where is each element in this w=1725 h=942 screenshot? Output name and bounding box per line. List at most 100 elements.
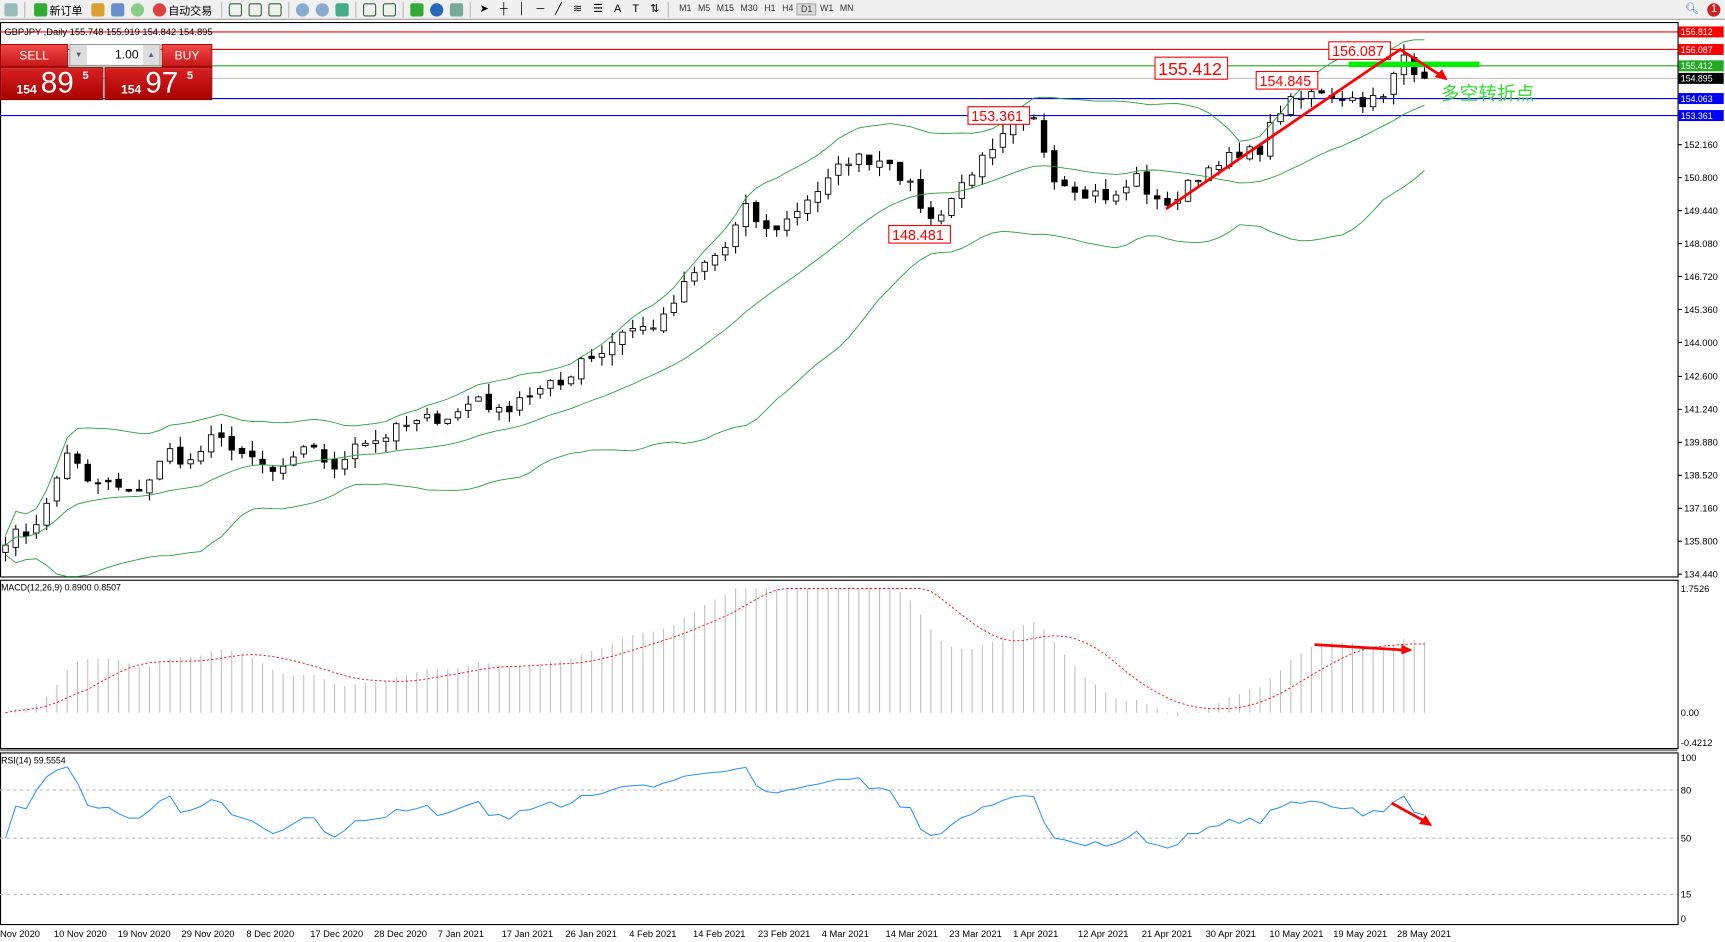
timeframe-w1[interactable]: W1 <box>820 3 834 14</box>
macd-panel[interactable] <box>0 579 1679 750</box>
channel-icon[interactable]: ≋ <box>572 3 583 16</box>
date-tick-label: 30 Apr 2021 <box>1206 929 1256 939</box>
candles <box>2 44 1428 562</box>
price-fraction: 5 <box>82 70 89 83</box>
timeframe-mn[interactable]: MN <box>839 3 854 14</box>
templates-icon[interactable] <box>449 2 464 16</box>
timeframe-m1[interactable]: M1 <box>679 3 692 14</box>
rsi-arrow[interactable] <box>1390 801 1427 823</box>
candlestick-icon[interactable] <box>248 2 262 16</box>
bar-chart-icon[interactable] <box>228 2 242 16</box>
candle-bull <box>146 479 153 494</box>
timeframe-m30[interactable]: M30 <box>740 3 758 14</box>
rsi-line <box>5 766 1425 849</box>
auto-scroll-icon[interactable] <box>363 2 377 16</box>
price-level-label: 155.412 <box>1681 61 1713 71</box>
main-chart-panel[interactable] <box>0 22 1679 578</box>
cursor-icon[interactable]: ➤ <box>479 3 489 16</box>
candle-bear <box>866 154 873 166</box>
date-tick-label: 23 Mar 2021 <box>949 929 1001 939</box>
candle-bull <box>999 133 1007 148</box>
date-tick-label: 28 May 2021 <box>1397 929 1451 939</box>
auto-trading-button[interactable]: 自动交易 <box>151 1 215 19</box>
text-label-icon[interactable]: T <box>632 3 640 16</box>
lot-size-input[interactable]: 1.00 <box>115 48 139 62</box>
price-level-label: 156.812 <box>1681 27 1713 37</box>
candle-bull <box>567 376 575 385</box>
increase-lot-button[interactable]: ▲ <box>143 45 160 65</box>
candle-bull <box>1369 95 1377 108</box>
zoom-chart-icon[interactable] <box>4 2 18 16</box>
crosshair-icon[interactable]: ┼ <box>499 3 508 16</box>
new-order-button[interactable]: 新订单 <box>32 1 85 19</box>
macd-label: MACD(12,26,9) 0.8900 0.8507 <box>1 583 121 593</box>
indicators-icon[interactable] <box>410 2 424 16</box>
price-annotation-box[interactable] <box>1154 56 1229 80</box>
price-pips: 97 <box>145 66 179 99</box>
candle-bear <box>1339 98 1346 101</box>
price-pips: 89 <box>40 66 74 99</box>
candle-bull <box>814 191 822 203</box>
zoom-in-icon[interactable] <box>295 2 310 16</box>
date-tick-label: 14 Mar 2021 <box>886 929 938 939</box>
candle-bull <box>691 272 698 282</box>
price-annotation-box[interactable] <box>1328 41 1391 60</box>
buy-button[interactable]: BUY <box>161 44 213 68</box>
chart-shift-icon[interactable] <box>382 2 396 16</box>
rsi-tick-label: 80 <box>1681 785 1691 795</box>
candle-bull <box>537 388 544 395</box>
timeframe-d1[interactable]: D1 <box>796 3 817 16</box>
sell-price[interactable]: 154 89 5 <box>0 66 104 101</box>
line-chart-icon[interactable] <box>268 2 282 16</box>
price-fraction: 5 <box>187 70 194 83</box>
candle-bull <box>53 477 61 502</box>
date-tick-label: 19 Nov 2020 <box>118 929 171 939</box>
candle-bull <box>948 198 955 216</box>
candle-bull <box>824 177 832 195</box>
arrows-icon[interactable]: ⇅ <box>650 3 660 16</box>
bollinger-middle <box>5 104 1425 546</box>
macd-arrow[interactable] <box>1314 643 1406 652</box>
search-icon[interactable]: 🔍︎ <box>1684 3 1699 16</box>
trend-arrow[interactable] <box>1165 47 1444 211</box>
candle-bull <box>835 163 842 176</box>
decrease-lot-button[interactable]: ▼ <box>70 45 87 65</box>
timeframe-m15[interactable]: M15 <box>716 3 734 14</box>
timeframe-m5[interactable]: M5 <box>697 3 711 14</box>
lot-size-stepper[interactable]: ▼ 1.00 ▲ <box>69 44 161 66</box>
candle-bull <box>732 224 739 248</box>
candle-bear <box>886 159 893 165</box>
price-annotation-box[interactable] <box>1255 70 1319 90</box>
bollinger-lower <box>5 170 1425 577</box>
candle-bull <box>876 160 883 168</box>
fibonacci-icon[interactable]: ☰ <box>593 3 604 16</box>
timeframe-h1[interactable]: H1 <box>764 3 776 14</box>
candle-bear <box>177 446 184 465</box>
trendline-icon[interactable]: ╱ <box>555 3 562 16</box>
vertical-line-icon[interactable]: │ <box>518 3 526 16</box>
timeframe-h4[interactable]: H4 <box>782 3 794 14</box>
zoom-out-icon[interactable] <box>315 2 329 16</box>
periods-icon[interactable] <box>430 2 444 16</box>
sell-button[interactable]: SELL <box>0 44 69 68</box>
candle-bull <box>12 528 19 548</box>
market-watch-icon[interactable] <box>91 2 105 16</box>
candle-bear <box>1421 71 1428 79</box>
notifications-badge[interactable]: 1 <box>1707 2 1721 16</box>
buy-price[interactable]: 154 97 5 <box>104 66 213 101</box>
resistance-zone[interactable] <box>1348 61 1480 68</box>
macd-tick-label: 1.7526 <box>1681 584 1710 594</box>
horizontal-line-icon[interactable]: ─ <box>536 3 545 16</box>
price-annotation-box[interactable] <box>888 224 951 244</box>
navigator-icon[interactable] <box>111 2 125 16</box>
date-tick-label: 14 Feb 2021 <box>693 929 745 939</box>
price-annotation-box[interactable] <box>967 106 1031 125</box>
text-icon[interactable]: A <box>614 3 622 16</box>
candle-bull <box>938 214 945 222</box>
date-tick-label: 7 Jan 2021 <box>438 929 484 939</box>
signals-icon[interactable] <box>130 2 145 16</box>
candle-bull <box>629 328 636 332</box>
candle-bull <box>207 434 215 453</box>
tile-windows-icon[interactable] <box>335 2 349 16</box>
